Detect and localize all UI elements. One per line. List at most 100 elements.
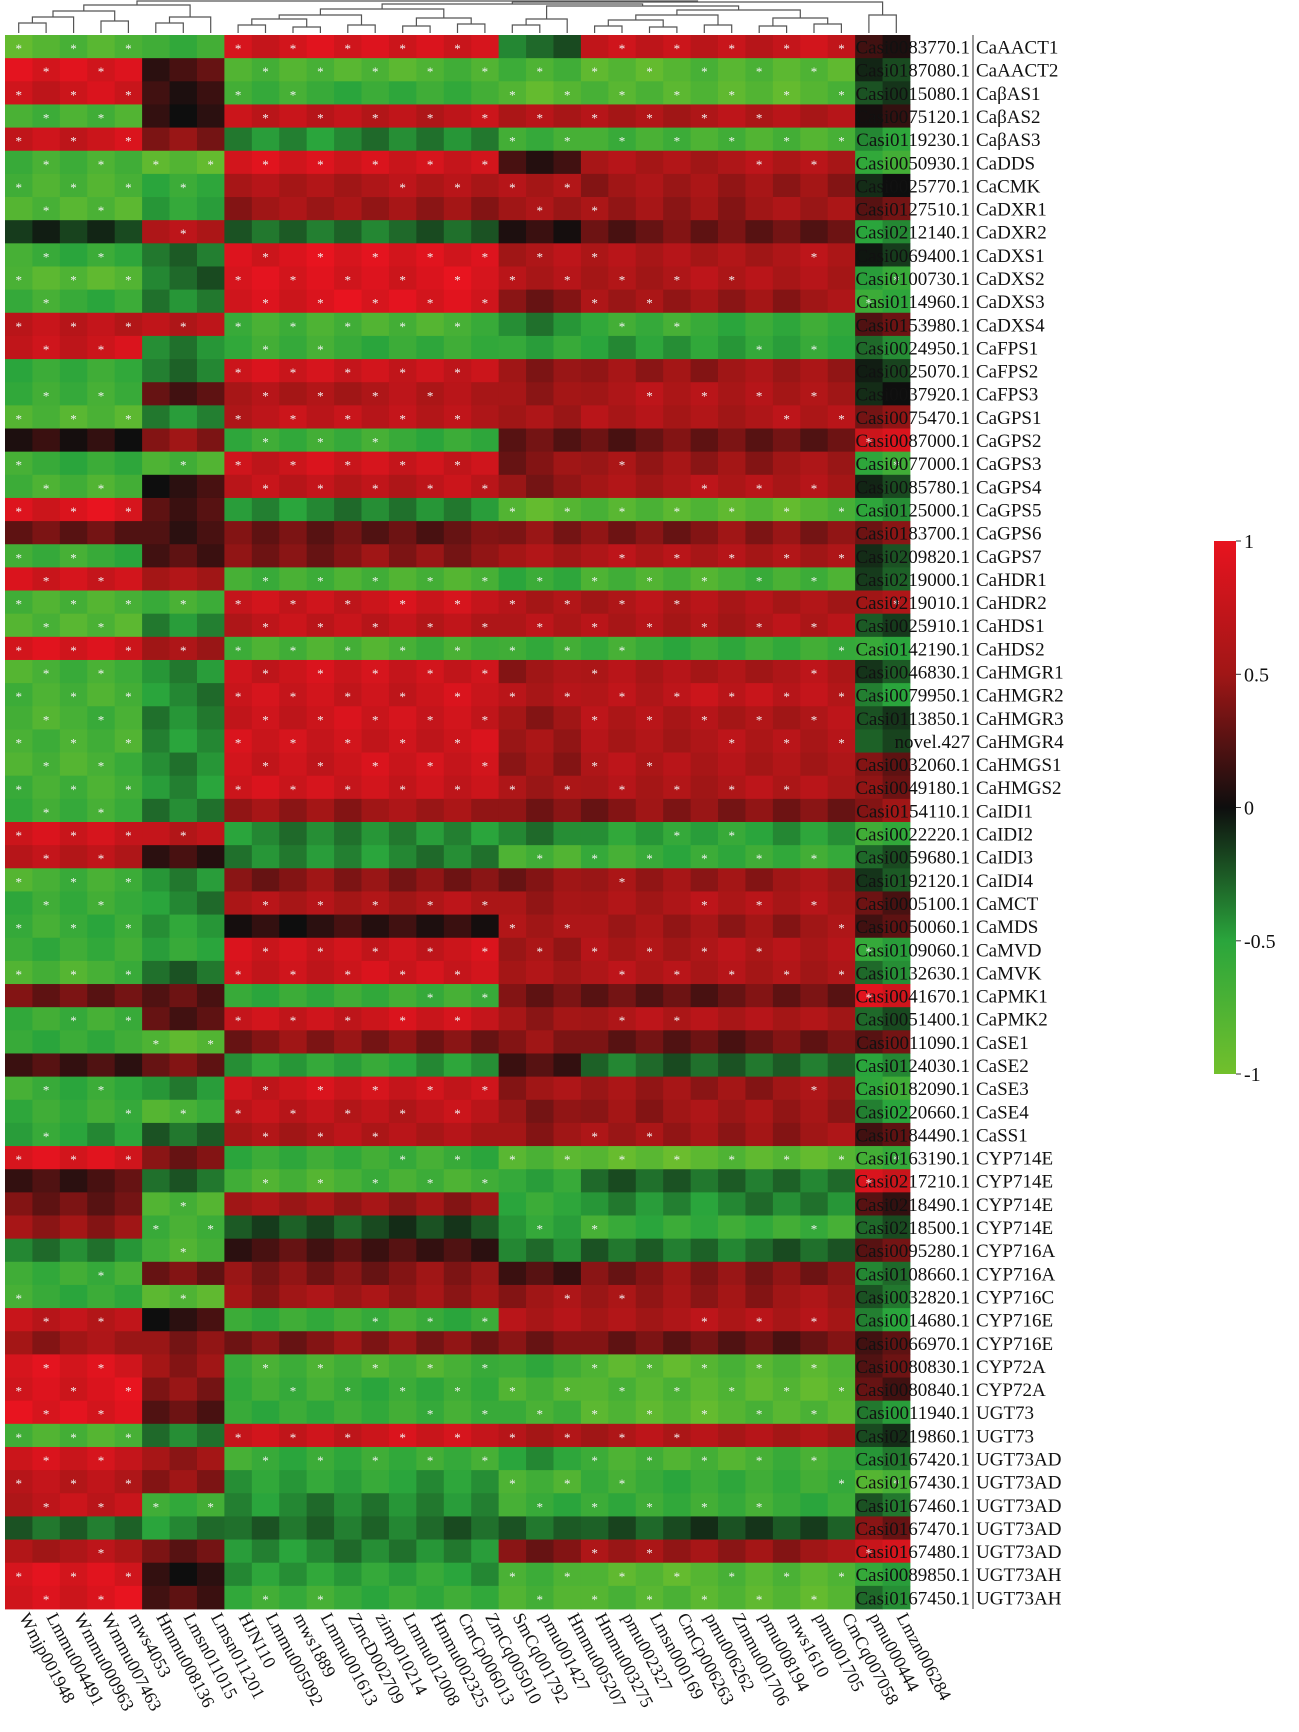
heatmap-cell xyxy=(663,127,691,152)
heatmap-cell xyxy=(251,1446,280,1471)
heatmap-cell xyxy=(142,1261,170,1286)
row-label: CaGPS6 xyxy=(976,524,1041,545)
heatmap-cell xyxy=(526,1215,554,1240)
heatmap-cell xyxy=(772,891,801,915)
heatmap-cell xyxy=(416,1400,445,1425)
significance-marker: * xyxy=(290,458,297,473)
heatmap-cell xyxy=(114,1585,143,1610)
significance-marker: * xyxy=(783,504,790,519)
heatmap-cell xyxy=(169,775,198,800)
heatmap-cell xyxy=(498,1354,527,1378)
heatmap-cell xyxy=(306,544,335,568)
heatmap-cell xyxy=(690,1284,719,1309)
significance-marker: * xyxy=(43,1499,50,1514)
significance-marker: * xyxy=(838,689,845,704)
heatmap-cell xyxy=(224,335,253,360)
heatmap-cell xyxy=(690,150,719,175)
heatmap-cell xyxy=(635,1169,664,1193)
significance-marker: * xyxy=(290,1384,297,1399)
heatmap-cell xyxy=(800,960,829,985)
heatmap-cell xyxy=(443,1562,472,1587)
heatmap-cell xyxy=(471,1284,500,1309)
heatmap-cell xyxy=(306,775,335,800)
heatmap-cell xyxy=(663,1076,691,1101)
heatmap-cell xyxy=(882,1122,911,1147)
heatmap-cell xyxy=(745,1238,774,1263)
significance-marker: * xyxy=(482,157,489,172)
significance-marker: * xyxy=(811,342,818,357)
heatmap-cell xyxy=(553,752,582,777)
heatmap-cell xyxy=(663,1261,691,1286)
heatmap-cell xyxy=(334,659,362,684)
heatmap-cell xyxy=(553,382,582,406)
significance-marker: * xyxy=(482,481,489,496)
heatmap-cell xyxy=(608,1585,637,1610)
heatmap-cell xyxy=(279,451,308,476)
heatmap-cell xyxy=(553,127,582,152)
significance-marker: * xyxy=(70,87,77,102)
heatmap-cell xyxy=(827,359,856,383)
significance-marker: * xyxy=(15,735,22,750)
heatmap-cell xyxy=(608,1238,637,1263)
heatmap-cell xyxy=(334,1516,362,1540)
heatmap-cell xyxy=(224,1354,253,1378)
heatmap-cell xyxy=(553,497,582,522)
significance-marker: * xyxy=(372,481,379,496)
significance-marker: * xyxy=(15,1384,22,1399)
heatmap-cell xyxy=(882,220,911,244)
heatmap-cell xyxy=(59,474,88,499)
significance-marker: * xyxy=(372,573,379,588)
heatmap-cell xyxy=(800,706,829,730)
dendrogram-branch xyxy=(868,14,897,33)
heatmap-cell xyxy=(306,173,335,198)
heatmap-cell xyxy=(498,1331,527,1355)
heatmap-cell xyxy=(471,1215,500,1240)
heatmap-cell xyxy=(196,544,225,568)
heatmap-cell xyxy=(388,405,417,429)
heatmap-cell xyxy=(526,1400,554,1425)
heatmap-cell xyxy=(142,1377,170,1402)
significance-marker: * xyxy=(509,689,516,704)
heatmap-cell xyxy=(388,1585,417,1610)
heatmap-cell xyxy=(306,1215,335,1240)
heatmap-cell xyxy=(306,382,335,406)
heatmap-cell xyxy=(772,845,801,869)
heatmap-cell xyxy=(608,775,637,800)
heatmap-cell xyxy=(416,312,445,337)
significance-marker: * xyxy=(756,712,763,727)
heatmap-cell xyxy=(251,1122,280,1147)
heatmap-cell xyxy=(526,1446,554,1471)
heatmap-cell xyxy=(114,914,143,939)
heatmap-cell xyxy=(855,35,883,59)
heatmap-cell xyxy=(388,220,417,244)
heatmap-cell xyxy=(361,1215,390,1240)
heatmap-cell xyxy=(142,659,170,684)
heatmap-cell xyxy=(800,891,829,915)
row-label: UGT73AD xyxy=(976,1542,1062,1563)
heatmap-cell xyxy=(580,451,609,476)
heatmap-cell xyxy=(800,613,829,638)
significance-marker: * xyxy=(646,64,653,79)
heatmap-cell xyxy=(745,1400,774,1425)
heatmap-cell xyxy=(306,266,335,291)
significance-marker: * xyxy=(427,111,434,126)
heatmap-cell xyxy=(718,1099,746,1124)
significance-marker: * xyxy=(345,1384,352,1399)
heatmap-cell xyxy=(251,35,280,59)
heatmap-cell xyxy=(663,1007,691,1031)
heatmap-cell xyxy=(87,1099,116,1124)
heatmap-cell xyxy=(855,1377,883,1402)
heatmap-cell xyxy=(882,335,911,360)
heatmap-cell xyxy=(5,335,33,360)
heatmap-cell xyxy=(443,1238,472,1263)
row-label: CaHMGR3 xyxy=(976,709,1064,730)
heatmap-cell xyxy=(87,359,116,383)
significance-marker: * xyxy=(290,41,297,56)
heatmap-cell xyxy=(361,1585,390,1610)
heatmap-cell xyxy=(59,1238,88,1263)
heatmap-cell xyxy=(334,1122,362,1147)
significance-marker: * xyxy=(372,296,379,311)
heatmap-cell xyxy=(59,266,88,291)
heatmap-cell xyxy=(251,937,280,962)
heatmap-cell xyxy=(827,798,856,823)
